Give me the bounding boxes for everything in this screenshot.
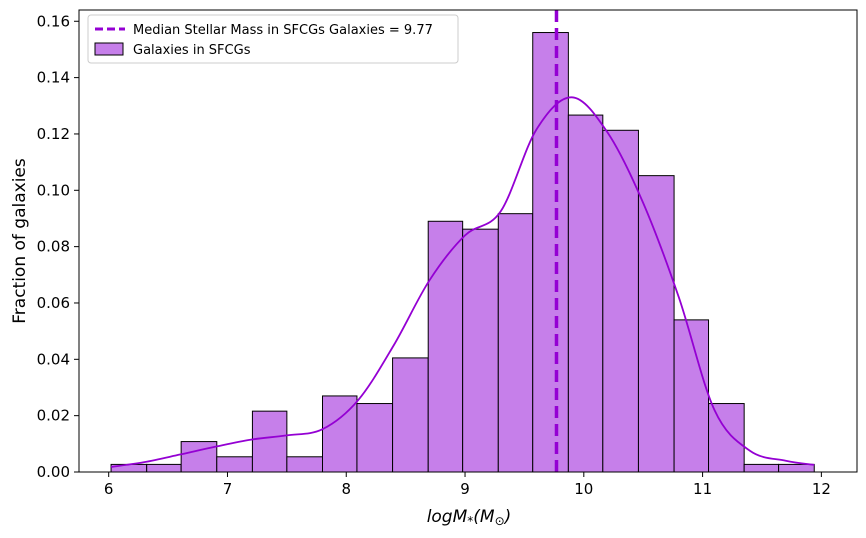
- x-axis-ticks: 6 7 8 9 10 11 12: [104, 472, 831, 498]
- x-axis-label-open-paren: (: [473, 507, 481, 527]
- histogram-bars: [110, 32, 815, 473]
- x-tick-label: 7: [223, 480, 233, 498]
- x-tick-label: 8: [341, 480, 351, 498]
- histogram-bar: [462, 228, 499, 473]
- legend-box: [87, 14, 459, 64]
- y-tick-label: 0.16: [37, 12, 70, 30]
- y-tick-label: 0.10: [37, 181, 70, 199]
- legend-bar-swatch: [94, 42, 124, 56]
- y-tick-label: 0.00: [37, 463, 70, 481]
- histogram-bar: [532, 32, 569, 473]
- x-axis-label-main: logM: [427, 507, 468, 527]
- y-axis-ticks: 0.00 0.02 0.04 0.06 0.08 0.10 0.12 0.14 0.16: [37, 12, 79, 481]
- y-tick-label: 0.08: [37, 238, 70, 256]
- x-tick-label: 12: [812, 480, 831, 498]
- legend: Median Stellar Mass in SFCGs Galaxies = …: [87, 14, 459, 64]
- histogram-bar: [743, 463, 780, 473]
- histogram-bar: [708, 403, 745, 473]
- histogram-bar: [778, 463, 815, 473]
- x-tick-label: 10: [574, 480, 593, 498]
- histogram-bar: [497, 213, 534, 473]
- legend-median-label: Median Stellar Mass in SFCGs Galaxies = …: [133, 23, 433, 38]
- y-tick-label: 0.14: [37, 69, 70, 87]
- histogram-bar: [216, 456, 253, 473]
- x-axis-label-subscript: *: [467, 514, 473, 528]
- y-axis-label: Fraction of galaxies: [10, 158, 30, 324]
- y-tick-label: 0.06: [37, 294, 70, 312]
- histogram-bar: [180, 441, 218, 473]
- histogram-bar: [392, 357, 429, 473]
- x-axis-label: logM*(M⊙): [427, 507, 512, 528]
- histogram-bar: [146, 463, 182, 473]
- legend-bar-label: Galaxies in SFCGs: [133, 43, 251, 58]
- y-tick-label: 0.02: [37, 407, 70, 425]
- histogram-bar: [356, 403, 394, 473]
- histogram-bar: [251, 410, 288, 473]
- y-tick-label: 0.04: [37, 350, 70, 368]
- x-axis-label-unit-subscript: ⊙: [495, 514, 505, 528]
- histogram-bar: [567, 114, 604, 473]
- histogram-bar: [673, 319, 710, 473]
- x-axis-label-close-paren: ): [503, 507, 512, 527]
- histogram-bar: [286, 456, 323, 473]
- x-tick-label: 9: [460, 480, 470, 498]
- x-tick-label: 11: [693, 480, 712, 498]
- kde-curve-group: [110, 96, 815, 468]
- kde-curve: [110, 96, 815, 468]
- x-tick-label: 6: [104, 480, 114, 498]
- histogram-bar: [637, 175, 675, 473]
- plot-frame: [78, 9, 858, 473]
- y-tick-label: 0.12: [37, 125, 70, 143]
- x-axis-label-unit: M: [480, 507, 495, 527]
